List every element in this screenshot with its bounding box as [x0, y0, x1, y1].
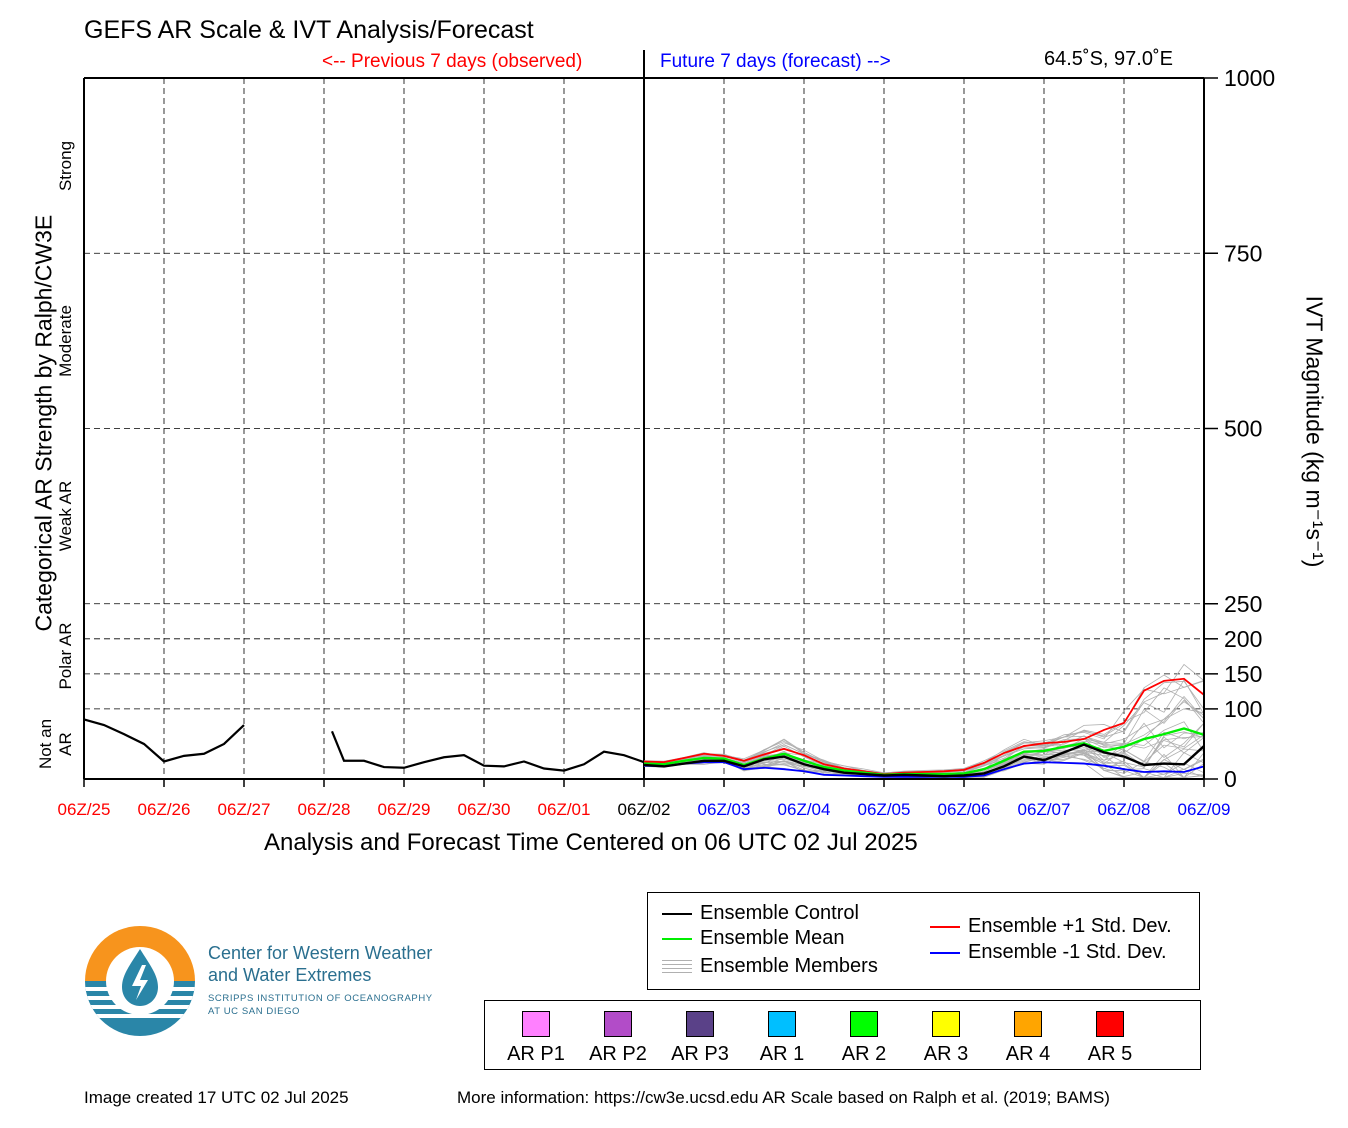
ar-scale-swatch [522, 1011, 550, 1037]
ar-scale-swatch [686, 1011, 714, 1037]
logo-sub-line1: SCRIPPS INSTITUTION OF OCEANOGRAPHY [208, 993, 433, 1004]
chart-title: GEFS AR Scale & IVT Analysis/Forecast [84, 16, 534, 44]
category-label: Not an AR [36, 664, 76, 824]
legend-plus1: Ensemble +1 Std. Dev. [930, 915, 1172, 938]
legend-minus1: Ensemble -1 Std. Dev. [930, 941, 1167, 964]
image-created-label: Image created 17 UTC 02 Jul 2025 [84, 1088, 349, 1107]
x-tick-label: 06Z/27 [218, 800, 271, 819]
legend-minus1-line [930, 951, 960, 954]
y-tick-label: 1000 [1224, 65, 1275, 91]
future-days-label: Future 7 days (forecast) --> [660, 51, 891, 72]
legend-mean: Ensemble Mean [662, 927, 845, 950]
y-tick-label: 100 [1224, 696, 1262, 722]
y-tick-label: 200 [1224, 626, 1262, 652]
ar-scale-swatch [604, 1011, 632, 1037]
logo-sub-line2: AT UC SAN DIEGO [208, 1006, 301, 1017]
y-tick-label: 0 [1224, 766, 1237, 792]
category-label-line: Weak AR [56, 480, 75, 552]
ar-scale-item: AR P2 [578, 1011, 658, 1066]
y-tick-label: 250 [1224, 591, 1262, 617]
ar-scale-item: AR 3 [906, 1011, 986, 1066]
location-label: 64.5˚S, 97.0˚E [1044, 48, 1173, 70]
ar-scale-item: AR P3 [660, 1011, 740, 1066]
x-tick-label: 06Z/30 [458, 800, 511, 819]
series-plus1-line [643, 677, 1205, 775]
legend-members-lines [662, 959, 692, 974]
x-tick-label: 06Z/26 [138, 800, 191, 819]
series-control-line [643, 743, 1205, 778]
legend-minus1-label: Ensemble -1 Std. Dev. [968, 941, 1167, 963]
x-tick-label: 06Z/25 [58, 800, 111, 819]
ar-scale-item: AR 4 [988, 1011, 1068, 1066]
ar-scale-item: AR 5 [1070, 1011, 1150, 1066]
category-label: Strong [56, 86, 76, 246]
cw3e-logo [84, 925, 196, 1042]
ar-scale-label: AR 2 [841, 1043, 887, 1065]
ar-scale-item: AR 1 [742, 1011, 822, 1066]
previous-days-label: <-- Previous 7 days (observed) [322, 51, 583, 72]
x-tick-label: 06Z/05 [858, 800, 911, 819]
cw3e-logo-icon [85, 926, 195, 1036]
legend-control-label: Ensemble Control [700, 902, 859, 924]
x-tick-label: 06Z/28 [298, 800, 351, 819]
more-info-label: More information: https://cw3e.ucsd.edu … [457, 1088, 1110, 1107]
legend-mean-line [662, 937, 692, 940]
ar-scale-swatch [1096, 1011, 1124, 1037]
series-minus1-line [643, 761, 1205, 778]
legend-control: Ensemble Control [662, 902, 859, 925]
y-tick-label: 500 [1224, 416, 1262, 442]
legend-mean-label: Ensemble Mean [700, 927, 845, 949]
x-tick-label: 06Z/07 [1018, 800, 1071, 819]
logo-name-line2: and Water Extremes [208, 965, 372, 985]
series-mean-line [643, 727, 1205, 776]
x-tick-label: 06Z/04 [778, 800, 831, 819]
ar-scale-swatch [932, 1011, 960, 1037]
category-label-line: Moderate [56, 304, 75, 377]
x-axis-title: Analysis and Forecast Time Centered on 0… [264, 829, 918, 856]
category-label: Moderate [56, 261, 76, 421]
legend-control-line [662, 912, 692, 915]
ar-scale-label: AR P1 [507, 1043, 565, 1065]
x-tick-label: 06Z/01 [538, 800, 591, 819]
legend-members: Ensemble Members [662, 955, 878, 978]
logo-name-line1: Center for Western Weather [208, 943, 433, 963]
right-axis-label: IVT Magnitude (kg m⁻¹s⁻¹) [1301, 295, 1328, 568]
ar-scale-label: AR 4 [1005, 1043, 1051, 1065]
observed-line [330, 730, 645, 772]
ar-scale-label: AR P3 [671, 1043, 729, 1065]
ar-scale-label: AR 1 [759, 1043, 805, 1065]
left-axis-label: Categorical AR Strength by Ralph/CW3E [30, 214, 57, 632]
ar-scale-label: AR 3 [923, 1043, 969, 1065]
legend: Ensemble Control Ensemble Mean Ensemble … [647, 892, 1200, 990]
category-label-line: Not an [36, 718, 55, 769]
y-tick-label: 750 [1224, 240, 1262, 266]
ar-scale-item: AR 2 [824, 1011, 904, 1066]
legend-members-label: Ensemble Members [700, 955, 878, 977]
ar-scale-label: AR P2 [589, 1043, 647, 1065]
ar-scale-swatch [1014, 1011, 1042, 1037]
category-label: Weak AR [56, 436, 76, 596]
ar-scale-legend: AR P1 AR P2 AR P3 AR 1 AR 2 AR 3 AR 4 AR 5 [484, 1000, 1201, 1070]
x-tick-label: 06Z/08 [1098, 800, 1151, 819]
x-tick-label: 06Z/06 [938, 800, 991, 819]
y-tick-label: 150 [1224, 661, 1262, 687]
legend-plus1-line [930, 925, 960, 928]
ar-scale-label: AR 5 [1087, 1043, 1133, 1065]
ar-scale-swatch [768, 1011, 796, 1037]
x-tick-label: 06Z/03 [698, 800, 751, 819]
observed-line [83, 718, 245, 763]
ar-scale-item: AR P1 [496, 1011, 576, 1066]
ivt-chart: 06Z/25 06Z/26 06Z/27 06Z/28 06Z/29 06Z/30 06Z/… [58, 50, 1275, 819]
ar-scale-swatch [850, 1011, 878, 1037]
category-label-line: Strong [56, 140, 75, 191]
category-label-line: AR [56, 732, 75, 756]
x-tick-label: 06Z/09 [1178, 800, 1231, 819]
x-tick-label: 06Z/02 [618, 800, 671, 819]
legend-plus1-label: Ensemble +1 Std. Dev. [968, 915, 1172, 937]
x-tick-label: 06Z/29 [378, 800, 431, 819]
